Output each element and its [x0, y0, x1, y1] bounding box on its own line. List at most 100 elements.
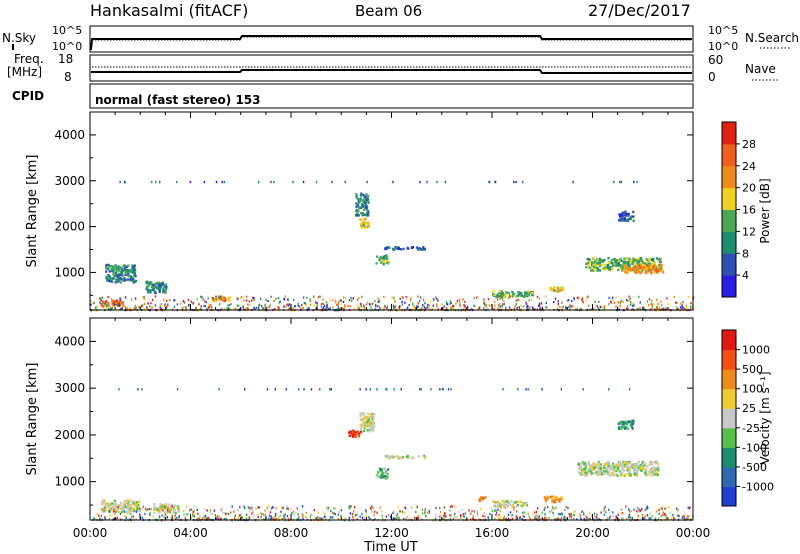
velocity-echo-cell — [381, 471, 384, 474]
velocity-echo-cell — [439, 507, 441, 510]
power-echo-cell — [353, 307, 355, 310]
velocity-echo-cell — [580, 462, 583, 465]
velocity-echo-cell — [364, 425, 367, 429]
power-echo-cell — [108, 265, 111, 268]
velocity-echo-cell — [443, 506, 446, 509]
power-echo-cell — [429, 300, 432, 303]
power-echo-cell — [357, 206, 360, 210]
velocity-echo-cell — [622, 460, 625, 464]
power-echo-cell — [125, 272, 128, 275]
power-echo-cell — [471, 308, 473, 311]
velocity-echo-cell — [362, 429, 365, 433]
velocity-echo-cell — [641, 460, 644, 464]
power-echo-cell — [126, 307, 129, 310]
velocity-echo-cell — [650, 474, 653, 477]
power-echo-cell — [554, 289, 557, 292]
power-echo-cell — [628, 299, 630, 303]
power-echo-cell — [200, 308, 202, 311]
velocity-echo-cell — [325, 506, 327, 509]
velocity-echo-cell — [688, 518, 690, 521]
power-echo-cell — [224, 299, 227, 302]
velocity-echo-cell — [644, 508, 647, 511]
nsky-label: N.Sky — [2, 31, 36, 45]
velocity-echo-cell — [125, 501, 128, 504]
velocity-echo-cell — [645, 507, 648, 510]
power-echo-cell — [502, 294, 505, 297]
power-echo-cell — [270, 295, 272, 298]
velocity-echo-cell — [637, 464, 640, 468]
power-echo-cell — [363, 306, 365, 309]
power-echo-cell — [196, 298, 198, 301]
power-echo-cell — [661, 304, 663, 307]
power-echo-cell — [115, 271, 118, 275]
power-echo-cell — [120, 268, 123, 272]
velocity-echo-cell — [349, 512, 352, 515]
velocity-echo-cell — [174, 511, 177, 515]
power-echo-cell — [399, 305, 401, 308]
velocity-echo-cell — [646, 514, 649, 517]
velocity-echo-cell — [372, 421, 375, 425]
velocity-echo-cell — [125, 500, 128, 503]
velocity-echo-cell — [256, 513, 259, 516]
velocity-echo-cell — [590, 465, 593, 469]
power-echo-cell — [176, 303, 179, 306]
velocity-echo-cell — [135, 510, 138, 513]
velocity-echo-cell — [468, 509, 470, 512]
velocity-echo-cell — [501, 499, 504, 503]
power-echo-cell — [359, 305, 361, 308]
velocity-echo-cell — [123, 510, 125, 513]
power-echo-cell — [200, 305, 202, 308]
velocity-echo-cell — [442, 388, 444, 391]
velocity-echo-cell — [211, 513, 213, 516]
power-echo-cell — [179, 302, 182, 305]
velocity-echo-cell — [400, 456, 403, 460]
power-echo-cell — [660, 300, 662, 303]
power-echo-cell — [134, 274, 137, 278]
power-echo-cell — [377, 300, 379, 303]
velocity-echo-cell — [282, 507, 284, 510]
power-echo-cell — [279, 300, 281, 303]
velocity-echo-cell — [593, 512, 596, 515]
velocity-echo-cell — [239, 514, 241, 517]
power-echo-cell — [229, 295, 232, 298]
power-echo-cell — [412, 302, 414, 305]
velocity-echo-cell — [626, 462, 629, 465]
power-echo-cell — [218, 297, 221, 301]
velocity-echo-cell — [344, 517, 346, 520]
velocity-echo-cell — [247, 506, 250, 509]
velocity-echo-cell — [127, 502, 130, 505]
velocity-echo-cell — [610, 464, 613, 467]
velocity-echo-cell — [430, 388, 432, 391]
velocity-echo-cell — [651, 470, 654, 474]
power-echo-cell — [393, 296, 395, 299]
velocity-echo-cell — [244, 388, 246, 391]
power-colorbar-swatch — [722, 209, 736, 232]
power-echo-cell — [204, 300, 206, 303]
velocity-echo-cell — [356, 433, 359, 436]
power-echo-cell — [158, 289, 161, 292]
power-echo-cell — [622, 212, 625, 216]
velocity-echo-cell — [454, 505, 456, 508]
velocity-echo-cell — [130, 516, 133, 519]
velocity-echo-cell — [582, 511, 585, 514]
velocity-echo-cell — [108, 518, 110, 521]
velocity-colorbar-tick-label: 1000 — [742, 344, 770, 357]
power-echo-cell — [466, 305, 469, 309]
power-echo-cell — [359, 211, 362, 215]
power-echo-cell — [239, 297, 241, 300]
velocity-echo-cell — [104, 504, 107, 508]
velocity-echo-cell — [651, 515, 653, 518]
velocity-echo-cell — [551, 495, 554, 498]
velocity-echo-cell — [262, 513, 265, 516]
velocity-echo-cell — [107, 508, 111, 512]
velocity-echo-cell — [576, 518, 578, 521]
velocity-echo-cell — [471, 509, 473, 513]
velocity-echo-cell — [183, 509, 185, 512]
velocity-echo-cell — [641, 467, 644, 470]
velocity-echo-cell — [416, 517, 419, 520]
velocity-echo-cell — [597, 468, 600, 471]
power-echo-cell — [364, 203, 367, 206]
velocity-echo-cell — [110, 502, 114, 505]
